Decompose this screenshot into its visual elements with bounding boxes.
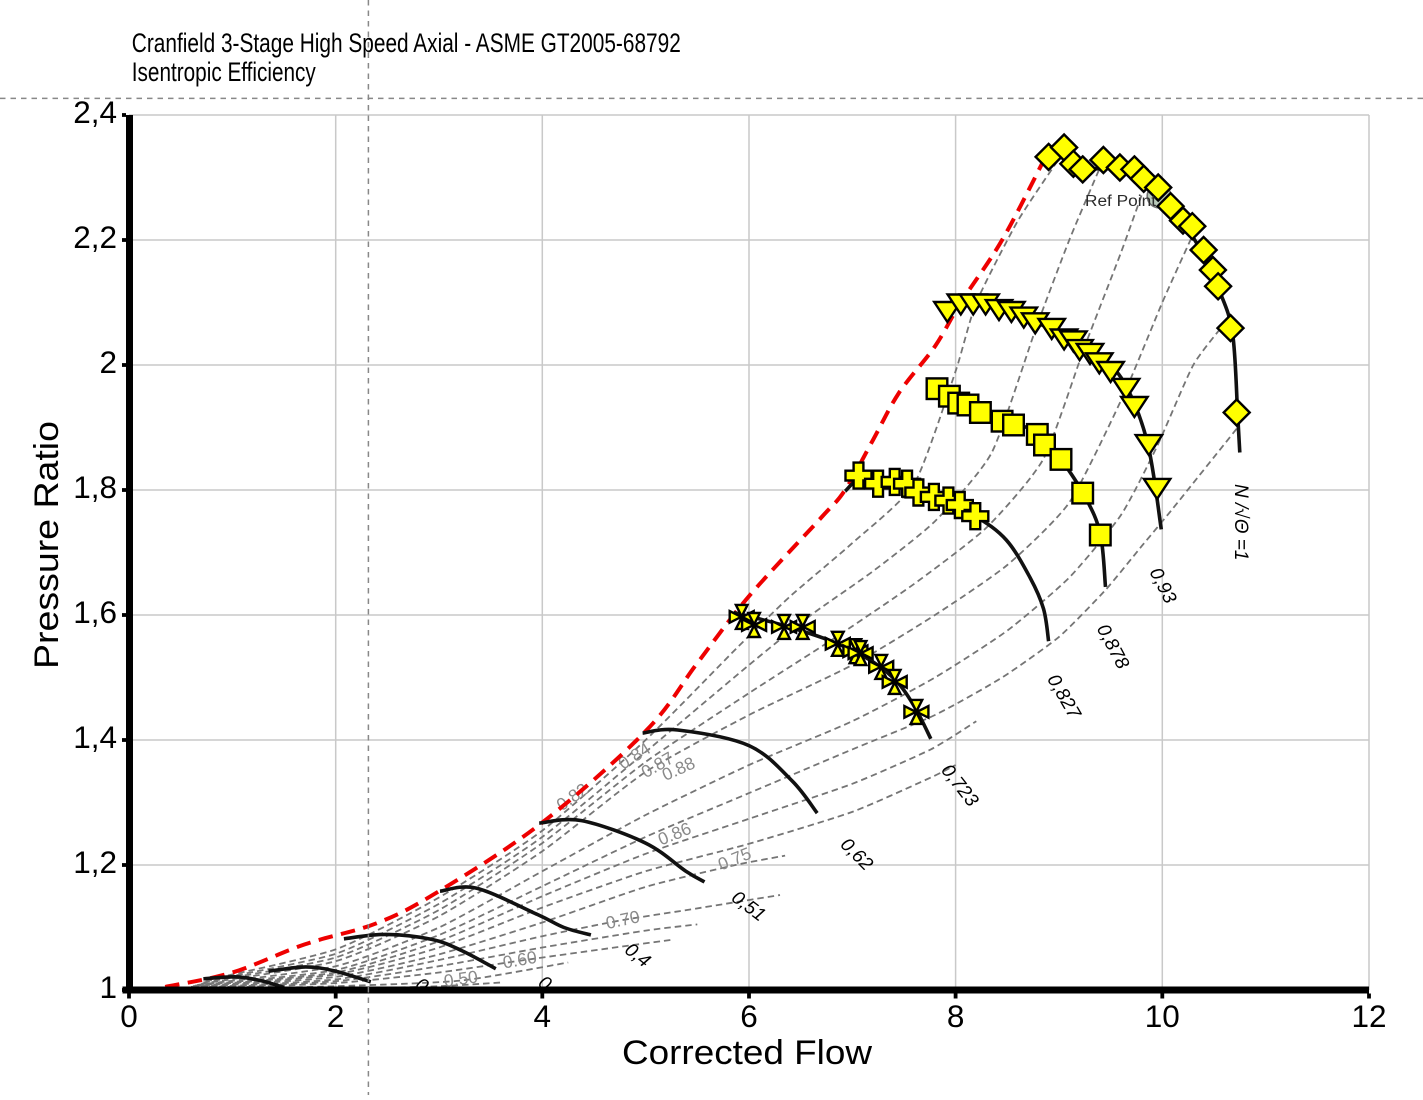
svg-text:2: 2 bbox=[99, 344, 117, 380]
svg-text:10: 10 bbox=[1145, 998, 1180, 1034]
svg-text:0: 0 bbox=[120, 998, 138, 1034]
svg-text:2,4: 2,4 bbox=[73, 94, 117, 130]
svg-text:4: 4 bbox=[534, 998, 552, 1034]
svg-text:Ref Point: Ref Point bbox=[1085, 193, 1157, 210]
svg-text:1,2: 1,2 bbox=[73, 844, 117, 880]
svg-text:8: 8 bbox=[947, 998, 965, 1034]
svg-text:2,2: 2,2 bbox=[73, 219, 117, 255]
svg-text:1: 1 bbox=[99, 969, 117, 1005]
svg-text:1,6: 1,6 bbox=[73, 594, 117, 630]
svg-text:1,8: 1,8 bbox=[73, 469, 117, 505]
svg-text:Cranfield 3-Stage High Speed A: Cranfield 3-Stage High Speed Axial - ASM… bbox=[132, 28, 681, 58]
svg-text:Isentropic Efficiency: Isentropic Efficiency bbox=[132, 57, 316, 87]
svg-text:12: 12 bbox=[1351, 998, 1386, 1034]
svg-text:2: 2 bbox=[327, 998, 345, 1034]
svg-text:1,4: 1,4 bbox=[73, 719, 117, 755]
svg-text:Corrected Flow: Corrected Flow bbox=[622, 1034, 872, 1072]
svg-text:Pressure Ratio: Pressure Ratio bbox=[28, 421, 66, 669]
svg-text:6: 6 bbox=[740, 998, 758, 1034]
svg-text:N /√Θ =1: N /√Θ =1 bbox=[1230, 484, 1251, 560]
